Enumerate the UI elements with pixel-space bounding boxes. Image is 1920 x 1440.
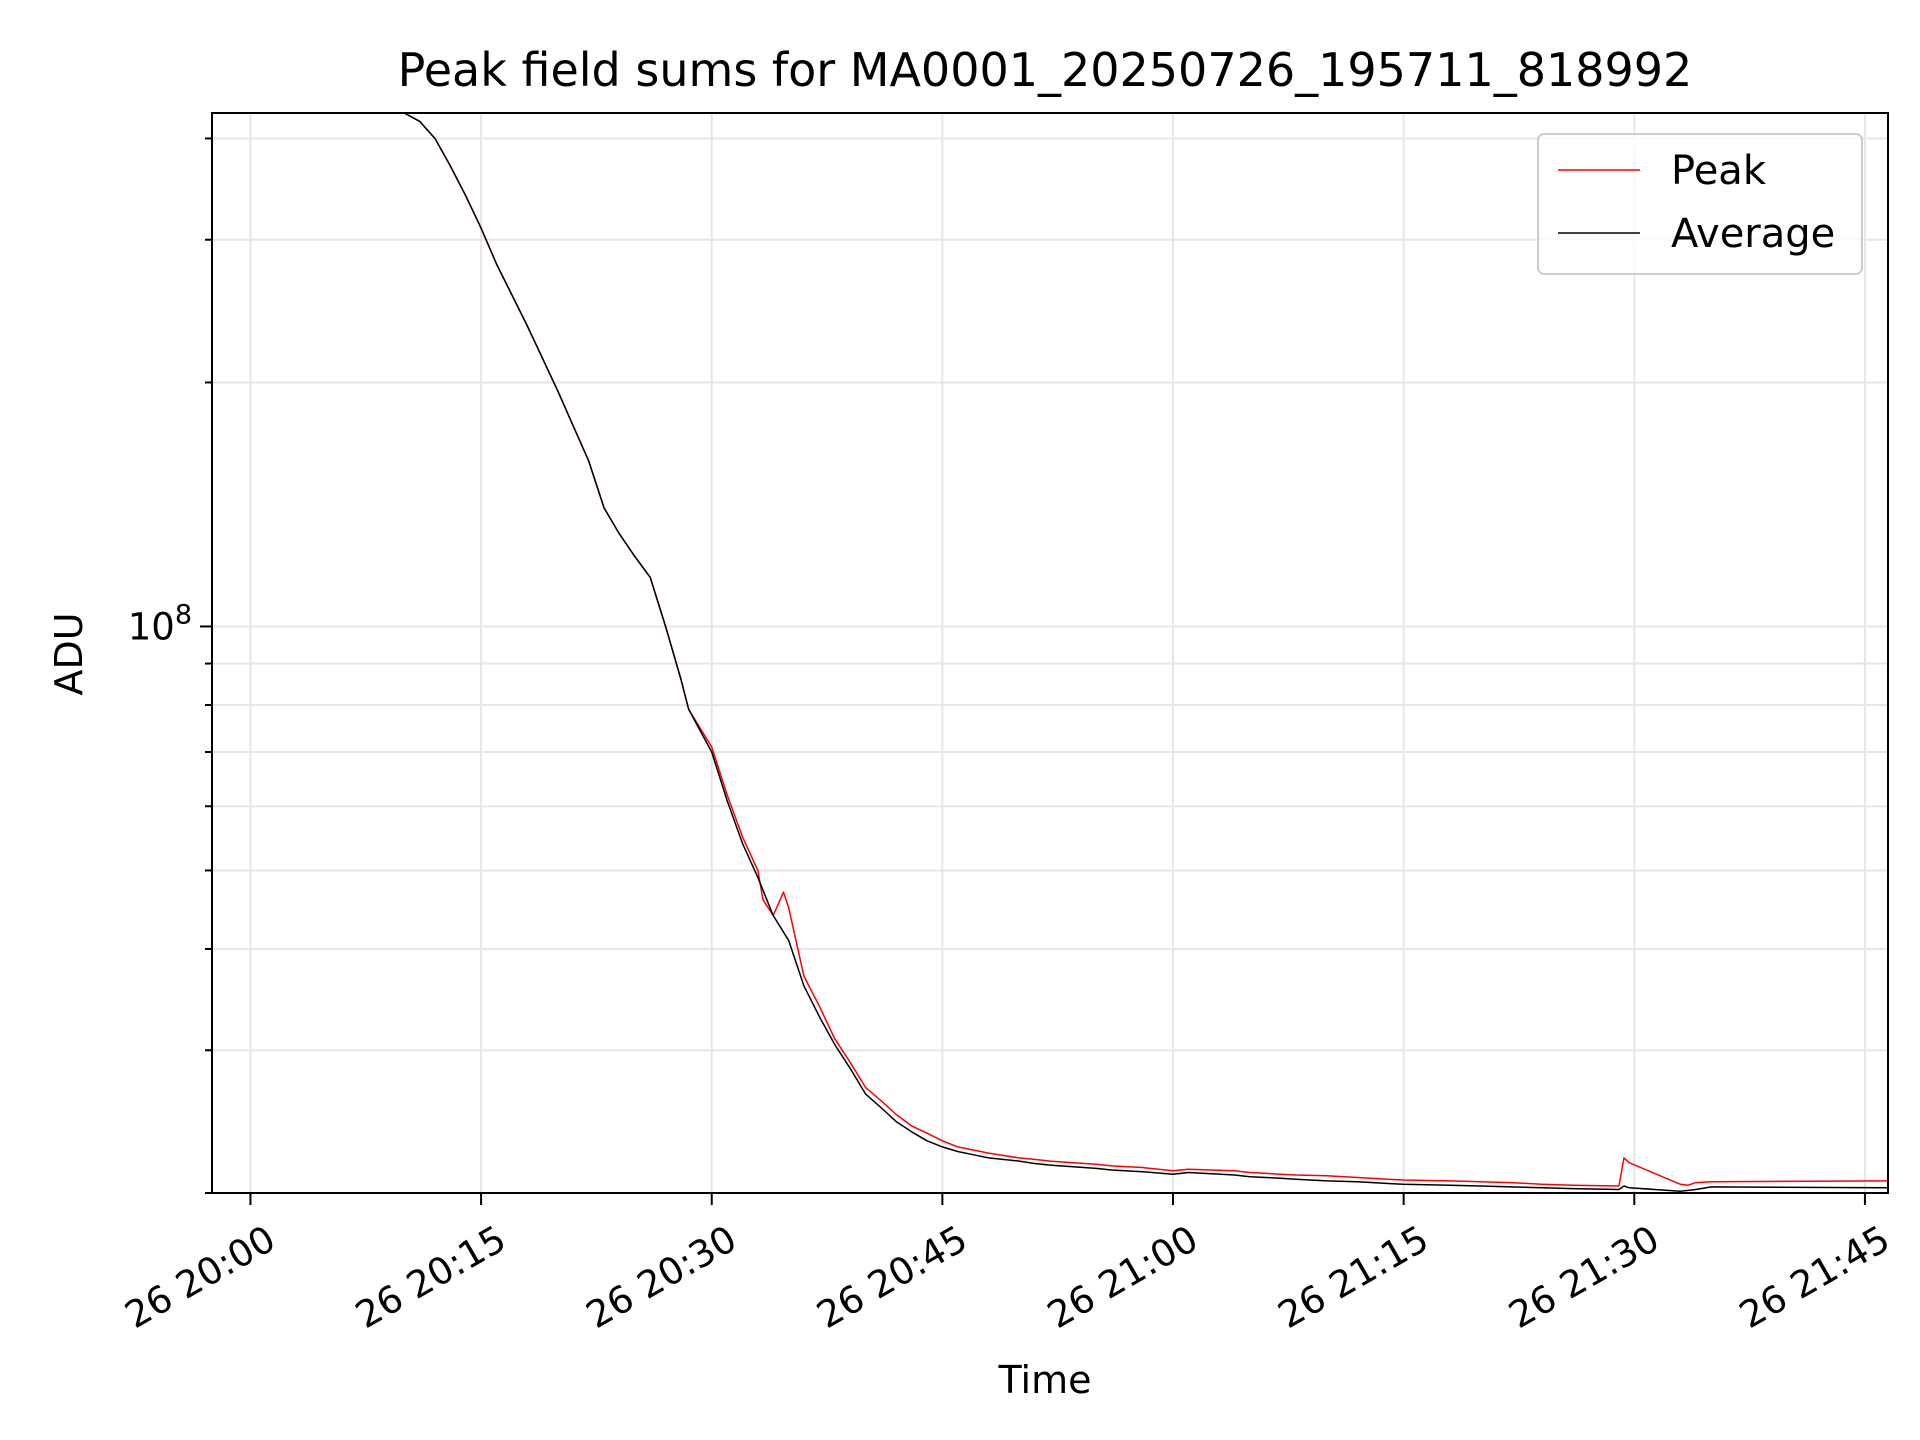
legend-label-peak: Peak — [1671, 148, 1767, 194]
x-axis-label: Time — [998, 1358, 1092, 1402]
y-tick-label: 108 — [128, 599, 192, 648]
chart-title: Peak field sums for MA0001_20250726_1957… — [398, 43, 1693, 97]
series-line-average — [342, 112, 1889, 1192]
series-lines — [342, 112, 1889, 1192]
plot-frame — [211, 112, 1889, 1194]
legend-box — [1537, 133, 1863, 275]
y-axis-label: ADU — [47, 612, 91, 695]
legend: Peak Average — [1537, 133, 1863, 275]
legend-label-average: Average — [1671, 211, 1835, 257]
